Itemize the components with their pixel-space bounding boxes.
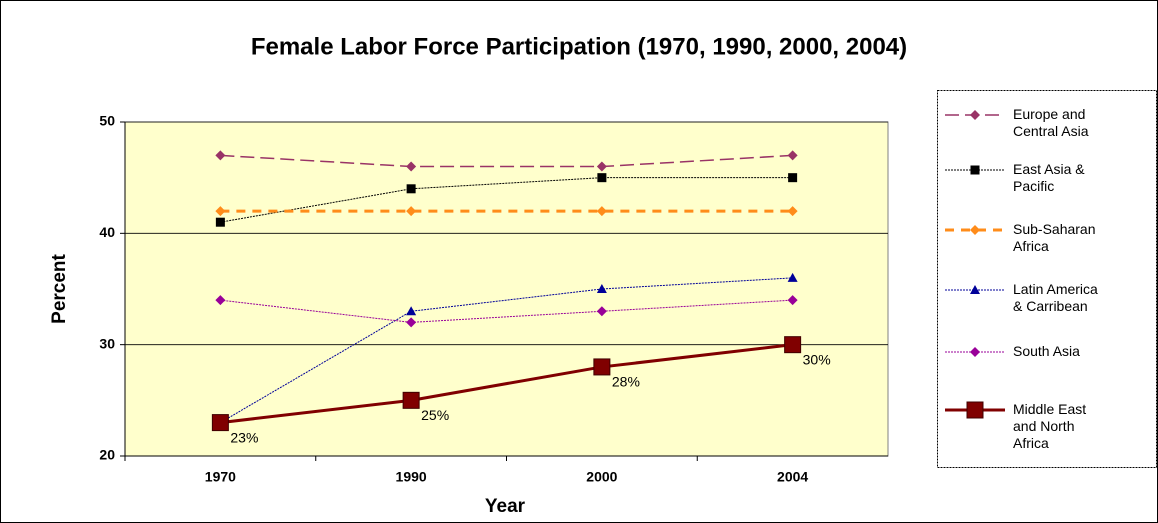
marker [970, 347, 980, 357]
data-label: 25% [421, 407, 449, 423]
series-line [220, 343, 793, 425]
legend-entry: Sub-Saharan Africa [1013, 221, 1096, 254]
legend-label: Middle East and North Africa [1013, 401, 1087, 451]
marker [406, 206, 417, 217]
data-label: 23% [230, 429, 258, 445]
series-line [220, 177, 793, 223]
series-line [220, 154, 793, 168]
legend-entry: Europe and Central Asia [1013, 106, 1089, 139]
legend-label: Sub-Saharan Africa [1013, 221, 1096, 254]
legend-label: Europe and Central Asia [1013, 106, 1089, 139]
legend-entry: East Asia & Pacific [1013, 161, 1085, 194]
y-tick-label: 50 [99, 113, 115, 129]
marker [406, 161, 417, 172]
y-tick-label: 40 [99, 224, 115, 240]
marker [215, 150, 226, 161]
marker [970, 225, 980, 235]
marker [596, 206, 607, 217]
marker [406, 184, 416, 194]
marker [211, 414, 229, 432]
y-tick-label: 20 [99, 447, 115, 463]
x-tick-label: 2000 [586, 469, 617, 485]
x-tick-label: 2004 [777, 469, 808, 485]
x-tick-label: 1990 [396, 469, 427, 485]
y-axis-label: Percent [49, 253, 70, 323]
marker [970, 165, 980, 175]
marker [215, 217, 225, 227]
marker [215, 206, 226, 217]
legend-label: Latin America & Carribean [1013, 281, 1098, 314]
marker [787, 295, 798, 306]
x-axis-label: Year [485, 496, 526, 517]
legend-entry: South Asia [1013, 343, 1080, 359]
legend-entry: Latin America & Carribean [1013, 281, 1098, 314]
marker [215, 295, 226, 306]
chart-title: Female Labor Force Participation (1970, … [251, 33, 907, 60]
marker [406, 317, 417, 328]
marker [966, 401, 984, 419]
marker [596, 161, 607, 172]
marker [406, 306, 417, 316]
marker [784, 336, 802, 354]
legend-label: East Asia & Pacific [1013, 161, 1085, 194]
marker [970, 110, 980, 120]
series-line [220, 277, 793, 424]
marker [597, 173, 607, 183]
marker [970, 285, 980, 294]
data-label: 28% [612, 374, 640, 390]
marker [596, 284, 607, 293]
marker [596, 306, 607, 317]
marker [787, 272, 798, 282]
legend-label: South Asia [1013, 343, 1080, 359]
x-tick-label: 1970 [205, 469, 236, 485]
marker [402, 391, 420, 409]
marker [787, 150, 798, 161]
marker [593, 358, 611, 376]
data-label: 30% [803, 351, 831, 367]
series-line [220, 299, 793, 323]
marker [787, 206, 798, 217]
marker [788, 173, 798, 183]
y-tick-label: 30 [99, 335, 115, 351]
legend-entry: Middle East and North Africa [1013, 401, 1087, 451]
plot-area [124, 121, 889, 457]
